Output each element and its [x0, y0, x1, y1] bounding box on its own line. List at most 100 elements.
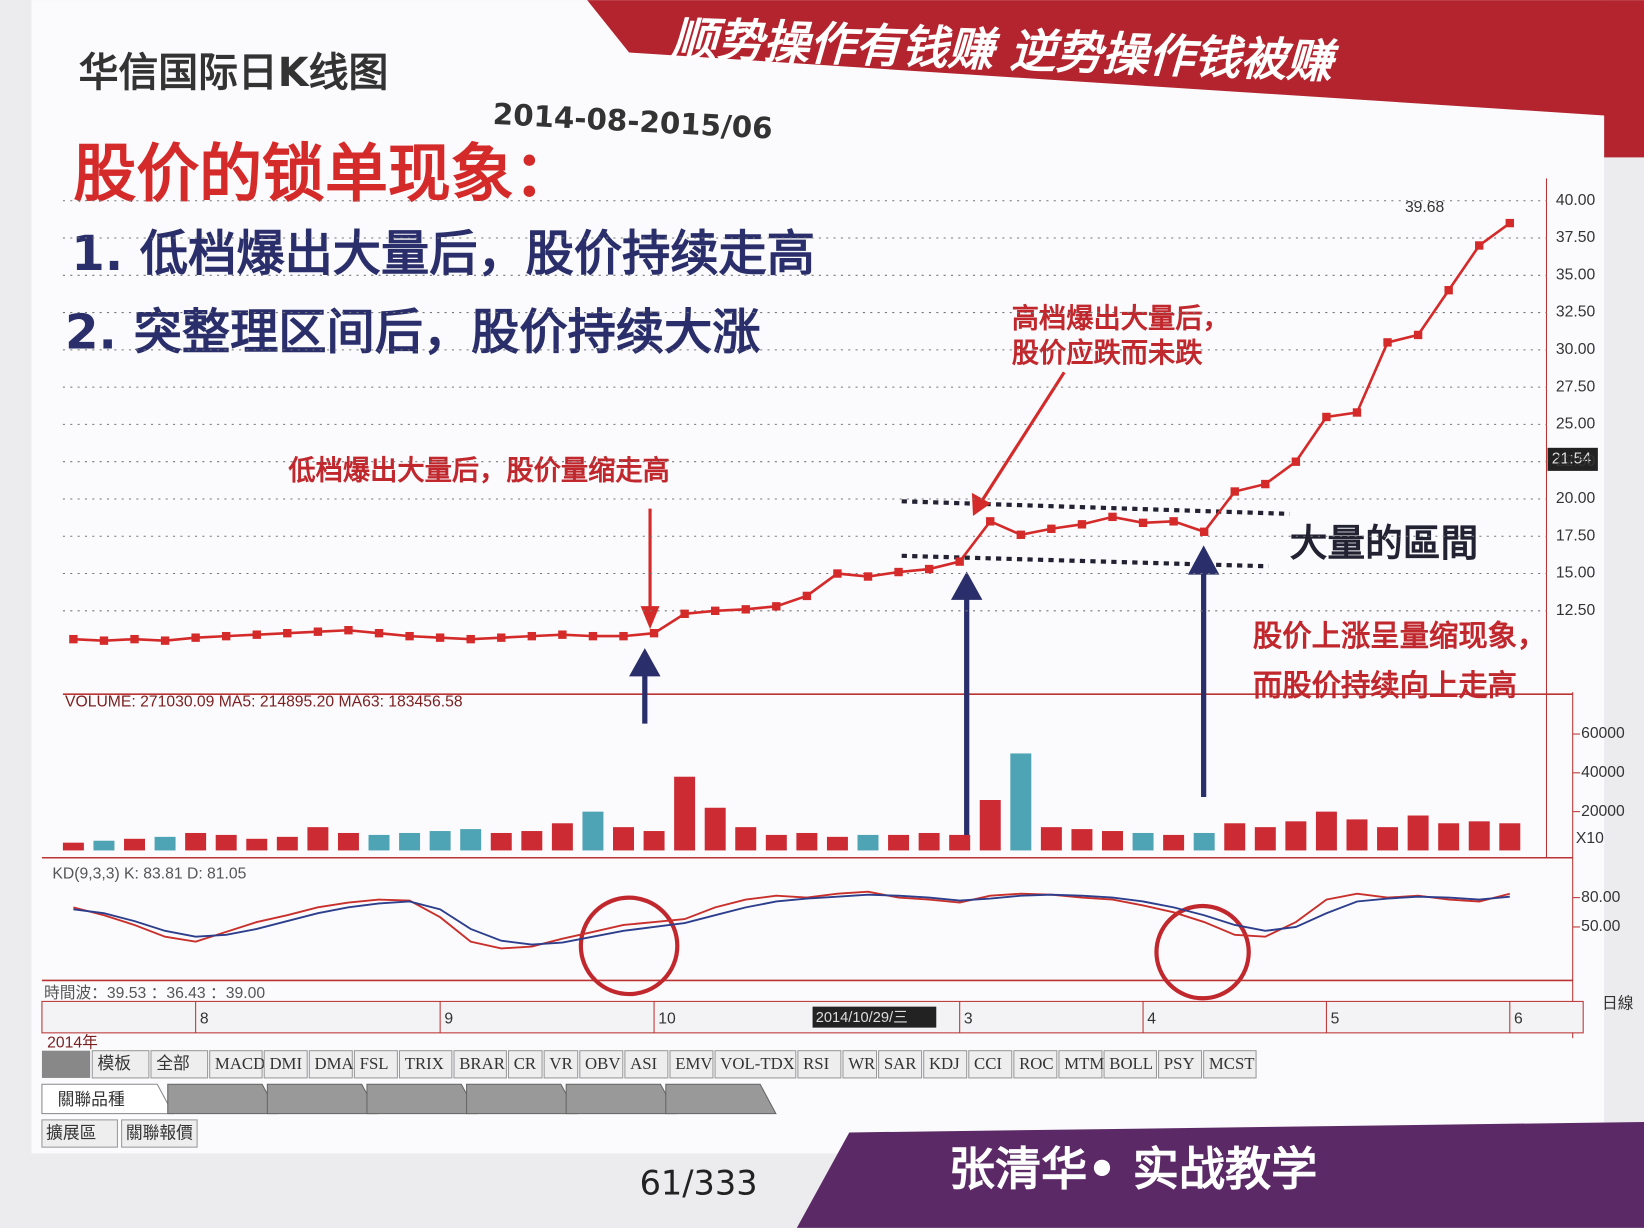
- toolbar-button[interactable]: [1058, 1050, 1103, 1079]
- price-point: [619, 631, 628, 641]
- volume-bar: [765, 834, 787, 851]
- toolbar-button[interactable]: [353, 1050, 398, 1079]
- toolbar-button[interactable]: [507, 1050, 543, 1079]
- price-point: [986, 517, 995, 526]
- toolbar-button[interactable]: [579, 1050, 624, 1079]
- toolbar-button-label[interactable]: WR: [848, 1054, 876, 1073]
- toolbar-button-label[interactable]: 模板: [98, 1054, 132, 1073]
- volume-bar: [704, 807, 726, 851]
- y-tick-label: 40.00: [1556, 192, 1596, 209]
- range-line: [901, 499, 1290, 516]
- toolbar-button-label[interactable]: SAR: [884, 1054, 917, 1073]
- chart-title: 华信国际日K线图: [79, 50, 389, 96]
- volume-bar: [735, 827, 757, 851]
- volume-bar: [1102, 831, 1123, 851]
- toolbar-button[interactable]: [1203, 1050, 1257, 1079]
- time: 21:54: [1552, 451, 1592, 468]
- price-point: [1291, 457, 1301, 466]
- price-point: [588, 631, 598, 641]
- toolbar-button[interactable]: [1103, 1050, 1157, 1079]
- volume-bar: [613, 827, 634, 851]
- y-tick-label: 25.00: [1556, 416, 1596, 433]
- price-point: [863, 572, 873, 581]
- price-point: [497, 633, 506, 642]
- toolbar-blank: [41, 1050, 91, 1078]
- volume-bar: [276, 836, 298, 851]
- toolbar-button[interactable]: [91, 1050, 150, 1079]
- toolbar-button[interactable]: [209, 1050, 263, 1079]
- toolbar-button-label[interactable]: EMV: [675, 1054, 712, 1073]
- toolbar-button-label[interactable]: VOL-TDX: [720, 1054, 795, 1073]
- toolbar-button[interactable]: [878, 1050, 923, 1079]
- toolbar-button-label[interactable]: ASI: [630, 1054, 657, 1073]
- toolbar-button-label[interactable]: BOLL: [1109, 1054, 1153, 1073]
- toolbar-button-label[interactable]: BRAR: [459, 1054, 505, 1073]
- volume-bar: [1010, 753, 1032, 851]
- volume-bar: [368, 834, 390, 851]
- toolbar-button-label[interactable]: VR: [549, 1054, 573, 1073]
- price-line: [73, 222, 1511, 642]
- toolbar-button[interactable]: [968, 1050, 1013, 1079]
- price-point: [344, 626, 353, 635]
- highlight-circle: [1154, 903, 1251, 1001]
- toolbar-button-label[interactable]: FSL: [360, 1054, 389, 1073]
- toolbar-button[interactable]: [150, 1050, 209, 1079]
- sheet: [31, 0, 1605, 1154]
- toolbar-button[interactable]: [923, 1050, 968, 1079]
- toolbar-button-label[interactable]: MTM: [1064, 1054, 1104, 1073]
- price-point: [435, 633, 445, 642]
- point: 1. 低档爆出大量后，股价持续走高: [71, 226, 815, 282]
- toolbar-button-label[interactable]: MACD: [215, 1054, 265, 1073]
- toolbar-button-label[interactable]: CR: [514, 1054, 537, 1073]
- toolbar-button-label[interactable]: OBV: [585, 1054, 620, 1073]
- toolbar-button-label[interactable]: DMA: [315, 1054, 354, 1073]
- price-point: [680, 609, 689, 618]
- bottom-tab[interactable]: [41, 1119, 118, 1148]
- volume-bar: [1499, 823, 1521, 851]
- toolbar-button-label[interactable]: 全部: [156, 1054, 190, 1073]
- toolbar-button[interactable]: [797, 1050, 842, 1079]
- kd-line: [73, 890, 1511, 950]
- toolbar-button[interactable]: [1013, 1050, 1058, 1079]
- toolbar-button-label[interactable]: CCI: [974, 1054, 1002, 1073]
- toolbar-button-label[interactable]: DMI: [269, 1054, 302, 1073]
- x-tick-label: 6: [1514, 1010, 1523, 1027]
- price-point: [466, 634, 475, 644]
- footer-author: 张清华• 实战教学: [949, 1142, 1317, 1196]
- bottom-tab-label[interactable]: 關聯報價: [126, 1123, 193, 1142]
- sheet-tab-label[interactable]: 關聯品種: [58, 1090, 125, 1109]
- toolbar-button-label[interactable]: TRIX: [405, 1054, 444, 1073]
- toolbar-button[interactable]: [624, 1050, 669, 1079]
- price-point: [710, 606, 720, 616]
- price-point: [955, 557, 964, 566]
- bottom-tab-label[interactable]: 擴展區: [46, 1123, 96, 1142]
- volume-bar: [124, 838, 146, 851]
- price-point: [1352, 408, 1362, 417]
- point: 2. 突整理区间后，股价持续大涨: [65, 305, 760, 361]
- toolbar-button[interactable]: [308, 1050, 353, 1079]
- toolbar-button-label[interactable]: PSY: [1164, 1054, 1195, 1073]
- x-tick-label: 4: [1147, 1010, 1156, 1027]
- volume-bar: [429, 831, 451, 851]
- volume-bar: [1193, 832, 1215, 851]
- toolbar-button[interactable]: [714, 1050, 797, 1079]
- volume-bar: [1163, 834, 1185, 851]
- volume-bar: [1438, 823, 1460, 851]
- toolbar-button[interactable]: [398, 1050, 453, 1079]
- toolbar-button[interactable]: [1158, 1050, 1203, 1079]
- toolbar-button-label[interactable]: KDJ: [929, 1054, 960, 1073]
- toolbar-button-label[interactable]: RSI: [803, 1054, 829, 1073]
- price-point: [1077, 520, 1087, 529]
- volume-bar: [1132, 832, 1154, 851]
- toolbar-button[interactable]: [669, 1050, 714, 1079]
- toolbar-button[interactable]: [263, 1050, 308, 1079]
- bottom-tab[interactable]: [121, 1119, 198, 1148]
- y-tick-label: 20000: [1581, 803, 1625, 820]
- toolbar-button[interactable]: [453, 1050, 507, 1079]
- y-tick-label: 32.50: [1556, 304, 1596, 321]
- toolbar-button[interactable]: [842, 1050, 878, 1079]
- toolbar-button[interactable]: [543, 1050, 579, 1079]
- toolbar-button-label[interactable]: MCST: [1209, 1054, 1255, 1073]
- volume-bar: [826, 836, 848, 851]
- toolbar-button-label[interactable]: ROC: [1019, 1054, 1053, 1073]
